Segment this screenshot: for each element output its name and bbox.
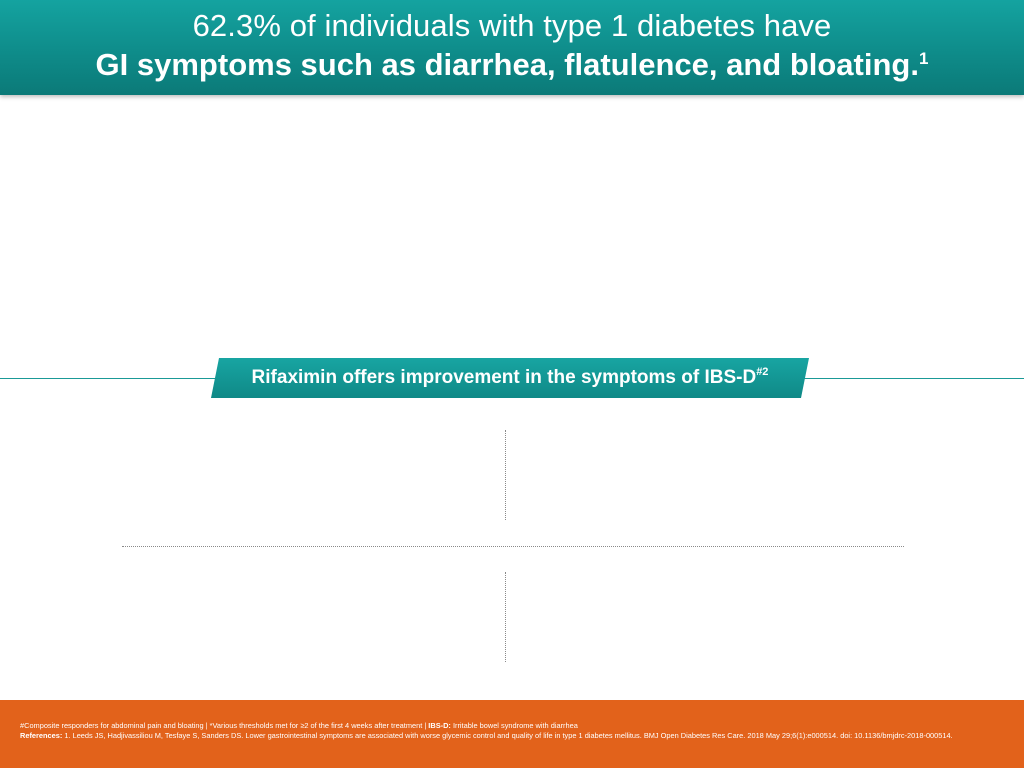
references-label: References: — [20, 731, 63, 740]
header-title-line1: 62.3% of individuals with type 1 diabete… — [192, 8, 832, 43]
section-banner-text: Rifaximin offers improvement in the symp… — [251, 367, 757, 388]
section-banner-label: Rifaximin offers improvement in the symp… — [211, 367, 809, 389]
footnote-abbrev-text: Irritable bowel syndrome with diarrhea — [450, 721, 578, 730]
vertical-divider-bottom — [505, 572, 506, 662]
references-text: 1. Leeds JS, Hadjivassiliou M, Tesfaye S… — [62, 731, 953, 740]
header-title-line2-text: GI symptoms such as diarrhea, flatulence… — [95, 47, 919, 82]
section-banner-footnote-ref: #2 — [756, 366, 769, 378]
footer-bar: #Composite responders for abdominal pain… — [0, 700, 1024, 768]
footer-notes: #Composite responders for abdominal pain… — [20, 721, 980, 741]
vertical-divider-top — [505, 430, 506, 520]
footnote-text: #Composite responders for abdominal pain… — [20, 721, 429, 730]
section-banner: Rifaximin offers improvement in the symp… — [211, 358, 809, 398]
footnote-line: #Composite responders for abdominal pain… — [20, 721, 980, 731]
header-bar: 62.3% of individuals with type 1 diabete… — [0, 0, 1024, 95]
footnote-abbrev-label: IBS-D: — [428, 721, 451, 730]
horizontal-divider — [122, 546, 904, 547]
header-footnote-ref: 1 — [918, 49, 929, 68]
header-title-line2: GI symptoms such as diarrhea, flatulence… — [0, 47, 1024, 83]
references-line: References: 1. Leeds JS, Hadjivassiliou … — [20, 731, 980, 741]
